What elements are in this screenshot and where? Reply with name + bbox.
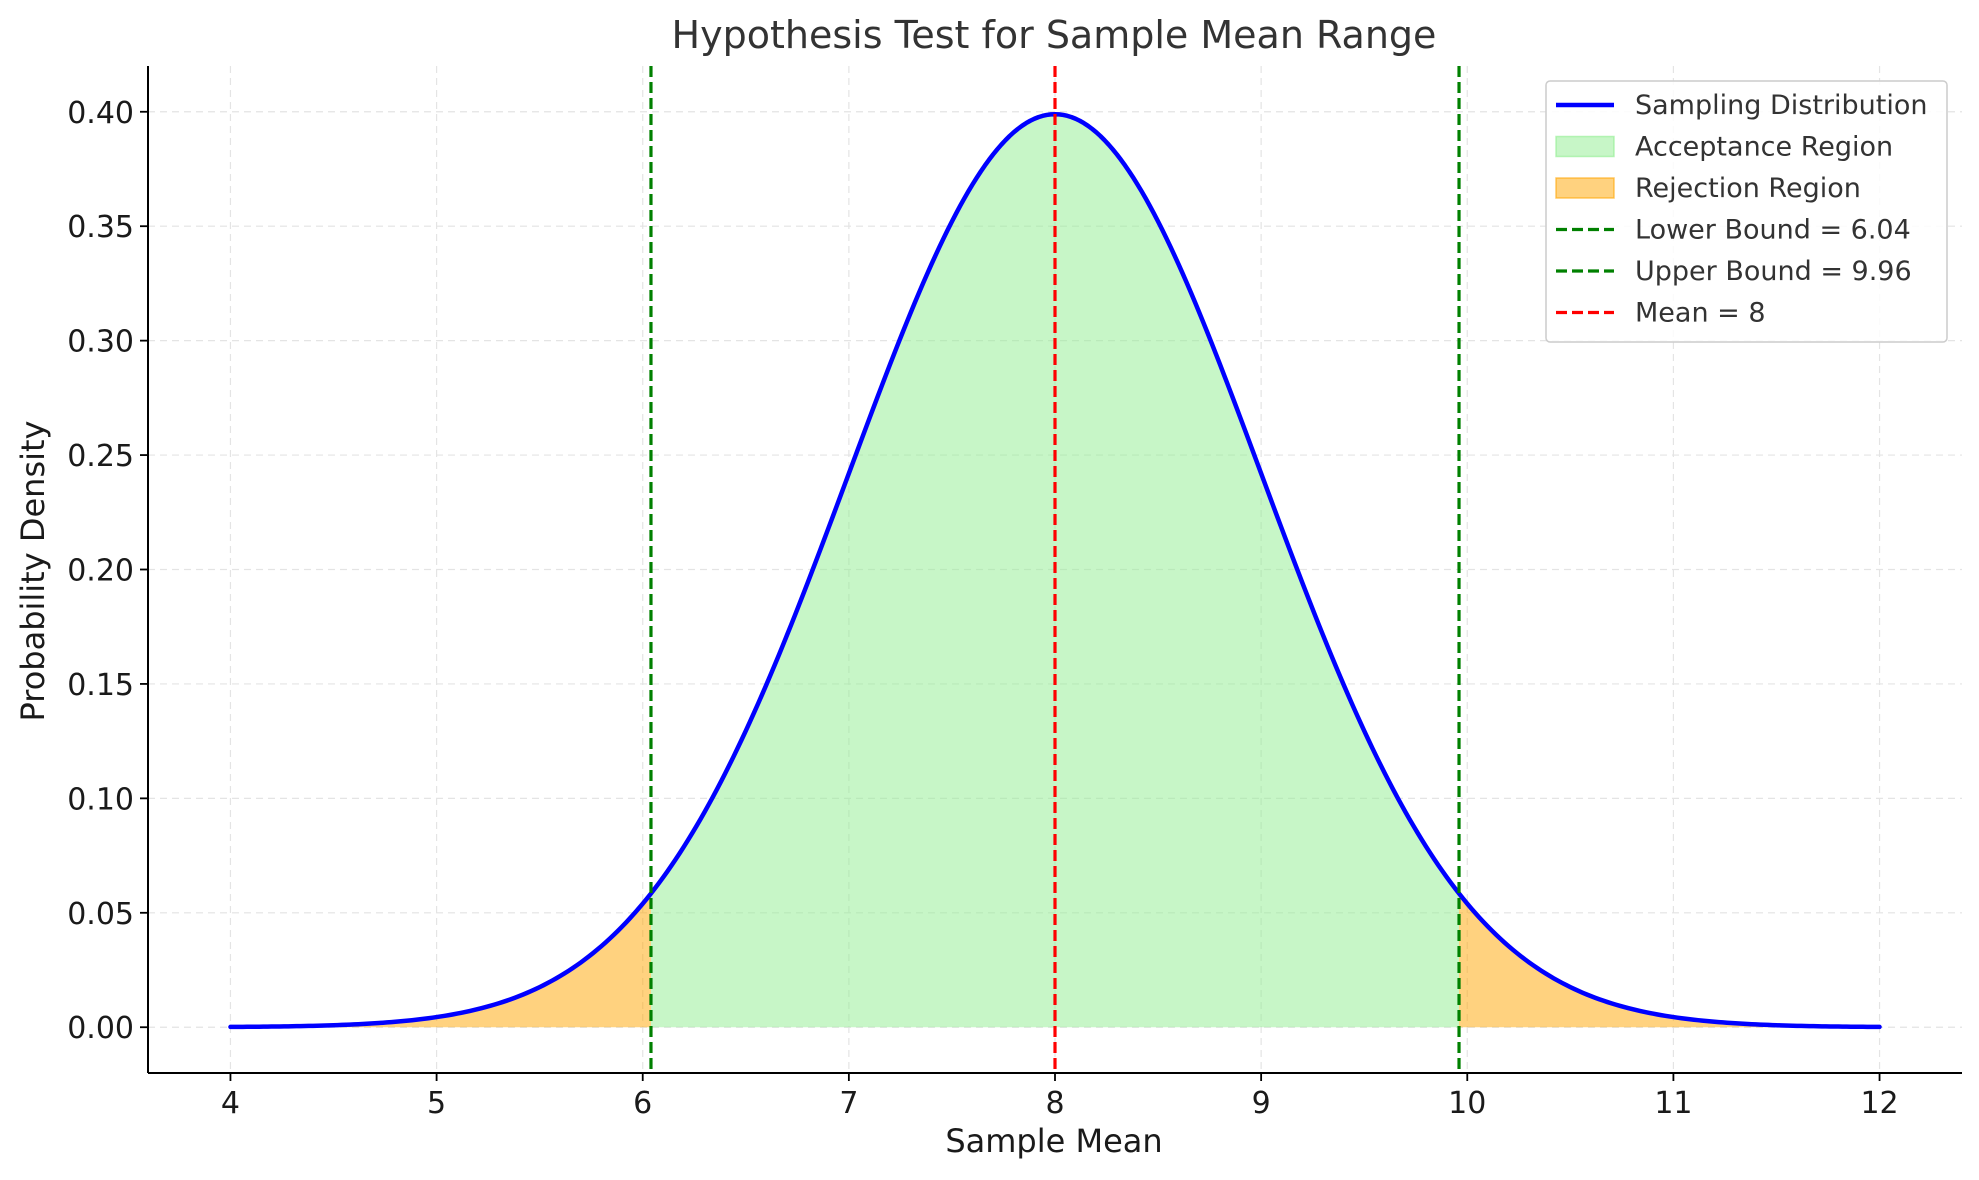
x-tick-label: 7 xyxy=(839,1086,858,1121)
rejection-region-right-fill xyxy=(1459,893,1880,1028)
y-tick-label: 0.25 xyxy=(67,439,134,474)
x-tick-label: 11 xyxy=(1654,1086,1692,1121)
y-tick-label: 0.15 xyxy=(67,668,134,703)
y-tick-label: 0.30 xyxy=(67,325,134,360)
x-ticks: 4 5 6 7 8 9 10 11 12 xyxy=(221,1073,1899,1121)
legend-swatch-rejection-region xyxy=(1555,177,1615,199)
x-tick-label: 12 xyxy=(1860,1086,1898,1121)
y-tick-label: 0.05 xyxy=(67,897,134,932)
x-tick-label: 10 xyxy=(1448,1086,1486,1121)
legend-label-sampling-distribution: Sampling Distribution xyxy=(1635,90,1927,121)
y-tick-label: 0.35 xyxy=(67,210,134,245)
y-tick-label: 0.10 xyxy=(67,782,134,817)
x-axis-label: Sample Mean xyxy=(945,1122,1162,1160)
legend-box xyxy=(1545,80,1948,343)
legend-label-mean-8: Mean = 8 xyxy=(1635,298,1766,329)
x-tick-label: 8 xyxy=(1045,1086,1064,1121)
x-tick-label: 4 xyxy=(221,1086,240,1121)
y-axis-label: Probability Density xyxy=(14,421,52,722)
legend-swatch-acceptance-region xyxy=(1555,135,1615,158)
x-tick-label: 5 xyxy=(427,1086,446,1121)
y-tick-label: 0.00 xyxy=(67,1011,134,1046)
legend-label-lower-bound-6-04: Lower Bound = 6.04 xyxy=(1635,215,1911,246)
y-tick-label: 0.40 xyxy=(67,96,134,131)
x-tick-label: 9 xyxy=(1252,1086,1271,1121)
rejection-region-left-fill xyxy=(230,893,651,1028)
chart-title: Hypothesis Test for Sample Mean Range xyxy=(672,13,1437,57)
legend-label-upper-bound-9-96: Upper Bound = 9.96 xyxy=(1635,256,1912,287)
y-ticks: 0.00 0.05 0.10 0.15 0.20 0.25 0.30 0.35 0.40 xyxy=(67,96,148,1046)
vertical-lines xyxy=(649,66,1461,1073)
y-tick-label: 0.20 xyxy=(67,554,134,589)
legend-label-acceptance-region: Acceptance Region xyxy=(1635,132,1893,163)
legend: Sampling Distribution Acceptance Region Re… xyxy=(1545,80,1948,343)
x-tick-label: 6 xyxy=(633,1086,652,1121)
legend-label-rejection-region: Rejection Region xyxy=(1635,173,1861,204)
